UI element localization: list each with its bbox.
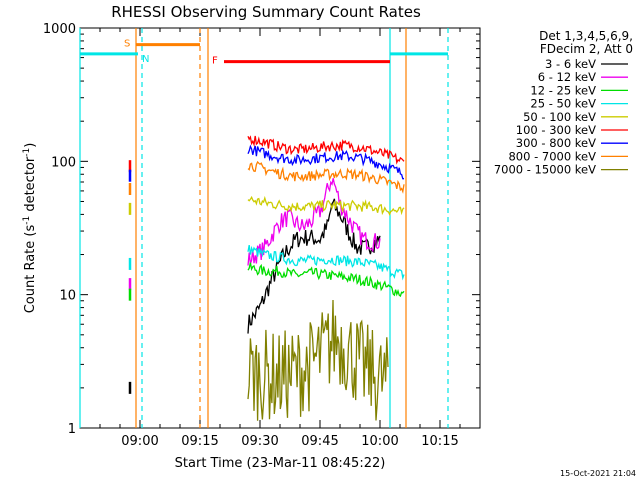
series-line	[247, 135, 405, 165]
legend-header-line-1: Det 1,3,4,5,6,9,	[539, 29, 633, 43]
legend-label: 6 - 12 keV	[538, 70, 596, 84]
observing-state-bars: S N F	[80, 39, 448, 67]
y-axis-label-end: )	[23, 143, 38, 148]
state-bar-label: F	[212, 56, 218, 67]
y-axis-label-sup1: -1	[22, 216, 32, 225]
series-line	[247, 244, 405, 281]
legend-label: 50 - 100 keV	[523, 110, 596, 124]
x-tick-label: 09:15	[181, 434, 218, 449]
legend-label: 12 - 25 keV	[530, 83, 596, 97]
y-axis-label-mid: detector	[23, 156, 38, 216]
y-tick-label: 10	[59, 289, 76, 304]
x-tick-label: 09:45	[301, 434, 338, 449]
generation-timestamp: 15-Oct-2021 21:04	[560, 469, 636, 478]
x-axis-ticks: 09:00 09:15 09:30 09:45 10:00 10:15	[99, 28, 481, 449]
x-tick-label: 10:00	[361, 434, 398, 449]
x-tick-label: 09:00	[121, 434, 158, 449]
legend-label: 100 - 300 keV	[516, 123, 596, 137]
x-tick-label: 10:15	[421, 434, 458, 449]
x-axis-label: Start Time (23-Mar-11 08:45:22)	[175, 456, 386, 471]
y-tick-label: 100	[51, 155, 76, 170]
series-line	[247, 144, 404, 180]
y-tick-label: 1000	[43, 22, 76, 37]
legend-label: 7000 - 15000 keV	[494, 163, 596, 177]
state-bar-label: N	[142, 54, 149, 65]
y-tick-label: 1	[68, 422, 76, 437]
series-line	[247, 195, 405, 217]
y-axis-label-sup2: -1	[22, 148, 32, 157]
legend-label: 300 - 800 keV	[516, 136, 596, 150]
chart-title: RHESSI Observing Summary Count Rates	[111, 3, 421, 21]
series-layer	[128, 135, 405, 421]
y-axis-ticks: 1 10 100 1000	[43, 22, 480, 437]
series-line	[247, 198, 381, 334]
legend-label: 3 - 6 keV	[545, 57, 596, 71]
y-axis-label-main: Count Rate (s	[23, 225, 38, 314]
series-line	[247, 299, 389, 421]
x-tick-label: 09:30	[241, 434, 278, 449]
series-line	[247, 262, 405, 298]
legend-label: 800 - 7000 keV	[508, 149, 596, 163]
state-bar-label: S	[124, 39, 130, 50]
legend-label: 25 - 50 keV	[530, 97, 596, 111]
y-axis-label: Count Rate (s-1 detector-1)	[22, 143, 38, 314]
legend: Det 1,3,4,5,6,9, FDecim 2, Att 0 3 - 6 k…	[494, 29, 633, 177]
attenuator-state-lines	[79, 28, 449, 428]
series-line	[247, 160, 405, 194]
legend-header-line-2: FDecim 2, Att 0	[540, 42, 633, 56]
